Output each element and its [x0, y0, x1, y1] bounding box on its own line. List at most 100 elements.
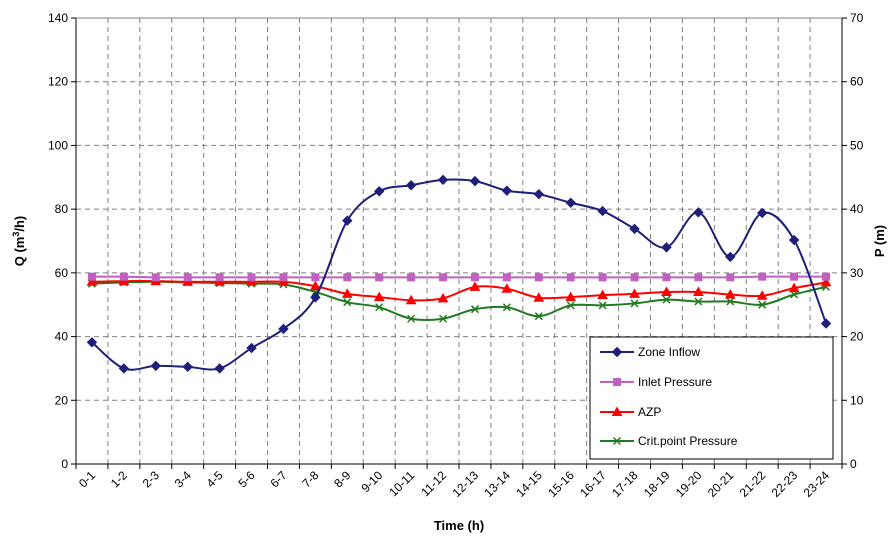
- x-marker-stroke: [630, 299, 639, 308]
- left-axis-title-end: /h): [12, 216, 27, 232]
- legend-item-azp: AZP: [600, 405, 661, 419]
- data-point-inlet-pressure: [151, 273, 160, 282]
- data-point-zone-inflow: [374, 186, 385, 197]
- x-tick-label: 13-14: [481, 468, 513, 500]
- data-point-crit-point-pressure: [790, 290, 799, 299]
- x-marker-stroke: [758, 300, 767, 309]
- data-point-crit-point-pressure: [598, 301, 607, 310]
- x-tick-label: 6-7: [267, 468, 289, 490]
- series-line-inlet-pressure: [91, 275, 827, 279]
- data-point-inlet-pressure: [790, 272, 799, 281]
- x-tick-label: 23-24: [801, 468, 833, 500]
- data-point-azp: [437, 292, 449, 303]
- x-marker-stroke: [343, 298, 352, 307]
- x-marker-stroke: [612, 436, 622, 446]
- x-tick-label: 19-20: [673, 468, 705, 500]
- legend-item-zone-inflow: Zone Inflow: [600, 345, 700, 359]
- data-point-azp: [501, 283, 513, 293]
- x-tick-label: 18-19: [641, 468, 673, 500]
- x-marker-stroke: [407, 314, 416, 323]
- data-point-zone-inflow: [150, 360, 161, 372]
- data-point-zone-inflow: [597, 205, 608, 217]
- data-point-zone-inflow: [469, 175, 481, 187]
- x-tick-label: 22-23: [769, 468, 801, 500]
- data-point-inlet-pressure: [119, 272, 128, 281]
- data-point-zone-inflow: [820, 318, 832, 329]
- left-tick-label: 60: [55, 266, 69, 280]
- x-tick-label: 0-1: [76, 468, 98, 490]
- x-tick-label: 1-2: [108, 468, 130, 490]
- x-marker-stroke: [534, 312, 543, 321]
- data-point-inlet-pressure: [566, 273, 575, 282]
- right-tick-label: 60: [850, 75, 864, 89]
- data-point-inlet-pressure: [502, 273, 511, 282]
- right-tick-label: 30: [850, 266, 864, 280]
- x-tick-label: 21-22: [737, 468, 769, 500]
- data-point-azp: [469, 281, 481, 291]
- data-point-inlet-pressure: [343, 273, 352, 282]
- x-tick-label: 8-9: [331, 468, 353, 490]
- x-tick-label: 2-3: [140, 468, 162, 490]
- right-tick-label: 50: [850, 138, 864, 152]
- data-point-inlet-pressure: [279, 273, 288, 282]
- data-point-zone-inflow: [501, 185, 513, 196]
- data-point-azp: [820, 276, 832, 287]
- x-tick-label: 4-5: [204, 468, 226, 490]
- right-tick-label: 70: [850, 11, 864, 25]
- data-point-crit-point-pressure: [502, 303, 511, 312]
- legend-marker: [611, 406, 623, 416]
- data-point-inlet-pressure: [534, 273, 543, 282]
- data-point-zone-inflow: [405, 180, 417, 191]
- legend-box: [589, 336, 834, 460]
- data-point-azp: [693, 286, 704, 296]
- data-point-inlet-pressure: [183, 273, 192, 282]
- right-axis-title: P (m): [872, 225, 887, 257]
- x-marker-stroke: [375, 303, 384, 312]
- data-point-azp: [533, 292, 545, 302]
- data-point-zone-inflow: [437, 174, 449, 186]
- data-point-zone-inflow: [565, 197, 576, 208]
- left-tick-label: 20: [55, 393, 69, 407]
- left-axis-title-main: Q (m: [12, 237, 27, 267]
- axes: [71, 17, 847, 469]
- left-tick-label: 40: [55, 330, 69, 344]
- data-point-inlet-pressure: [598, 273, 607, 282]
- legend-marker: [613, 378, 621, 386]
- left-axis-title-sup: 3: [11, 232, 21, 237]
- data-point-azp: [756, 290, 768, 300]
- legend-item-inlet-pressure: Inlet Pressure: [600, 375, 712, 389]
- x-marker-stroke: [598, 301, 607, 310]
- x-marker-stroke: [694, 297, 703, 306]
- x-marker-stroke: [470, 305, 479, 314]
- left-tick-label: 140: [48, 11, 68, 25]
- data-point-azp: [788, 282, 800, 293]
- data-point-inlet-pressure: [439, 273, 448, 282]
- data-point-crit-point-pressure: [630, 299, 639, 308]
- data-point-crit-point-pressure: [375, 303, 384, 312]
- right-tick-label: 0: [850, 457, 857, 471]
- x-marker-stroke: [566, 301, 575, 310]
- x-tick-label: 10-11: [386, 468, 417, 499]
- data-point-crit-point-pressure: [439, 314, 448, 323]
- x-marker-stroke: [502, 303, 511, 312]
- data-point-crit-point-pressure: [662, 295, 671, 304]
- data-point-azp: [724, 289, 736, 299]
- data-point-zone-inflow: [182, 361, 193, 373]
- data-point-crit-point-pressure: [758, 300, 767, 309]
- x-axis-title: Time (h): [434, 518, 484, 533]
- x-tick-label: 16-17: [577, 468, 609, 500]
- x-marker-stroke: [662, 295, 671, 304]
- x-tick-label: 20-21: [705, 468, 737, 500]
- data-point-azp: [310, 280, 321, 291]
- data-point-inlet-pressure: [215, 273, 224, 282]
- x-tick-label: 11-12: [418, 468, 449, 499]
- data-point-crit-point-pressure: [694, 297, 703, 306]
- data-point-zone-inflow: [214, 363, 225, 374]
- x-marker-stroke: [790, 290, 799, 299]
- data-point-zone-inflow: [342, 215, 353, 226]
- data-point-azp: [373, 291, 385, 302]
- data-point-zone-inflow: [788, 234, 800, 246]
- left-tick-label: 0: [61, 457, 68, 471]
- data-point-azp: [86, 276, 98, 286]
